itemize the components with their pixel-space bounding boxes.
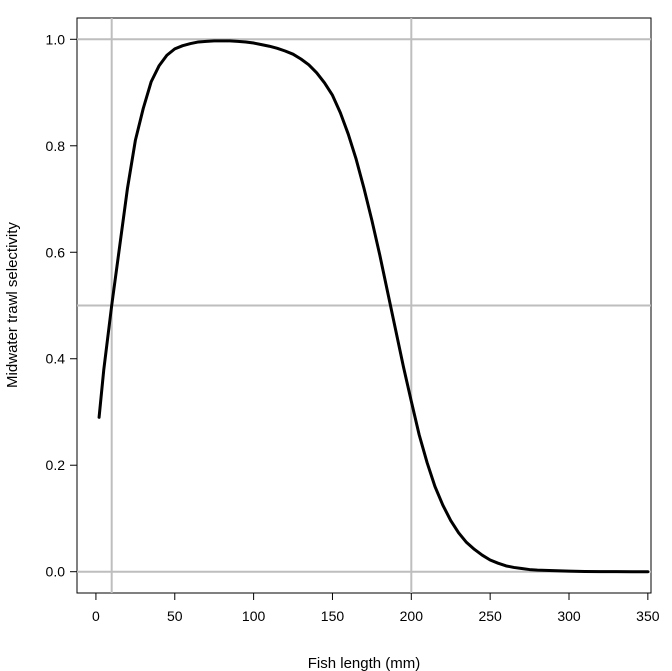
x-tick-label: 300: [557, 608, 581, 624]
x-tick-label: 50: [167, 608, 183, 624]
selectivity-curve: [97, 39, 650, 574]
x-tick-label: 100: [242, 608, 266, 624]
y-tick-label: 0.8: [46, 138, 66, 154]
x-tick-label: 350: [636, 608, 660, 624]
x-axis: 0 50 100 150 200 250 300 350: [92, 593, 660, 624]
y-axis: 0.0 0.2 0.4 0.6 0.8 1.0: [46, 31, 77, 580]
y-tick-label: 0.4: [46, 351, 66, 367]
x-tick-label: 150: [321, 608, 345, 624]
x-tick-label: 250: [478, 608, 502, 624]
x-axis-title: Fish length (mm): [308, 655, 421, 671]
y-tick-label: 1.0: [46, 31, 66, 47]
y-tick-label: 0.0: [46, 564, 66, 580]
x-tick-label: 200: [400, 608, 424, 624]
y-axis-title: Midwater trawl selectivity: [4, 222, 21, 388]
reference-lines: [77, 18, 651, 593]
x-tick-label: 0: [92, 608, 100, 624]
y-tick-label: 0.2: [46, 457, 66, 473]
y-tick-label: 0.6: [46, 244, 66, 260]
